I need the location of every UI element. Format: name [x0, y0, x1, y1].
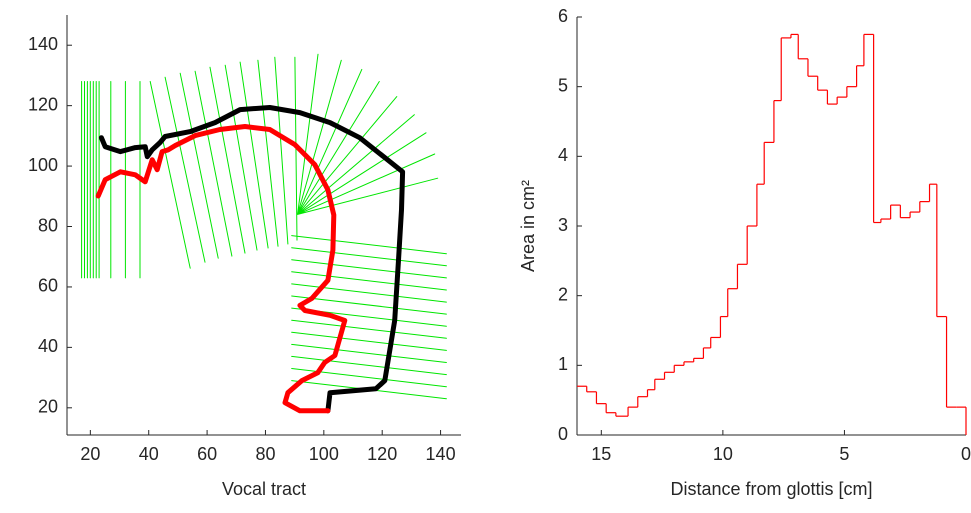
y-tick-label: 3	[558, 215, 568, 235]
x-tick-label: 120	[367, 444, 397, 464]
x-tick-label: 40	[139, 444, 159, 464]
y-tick-label: 140	[28, 34, 58, 54]
x-tick-label: 0	[961, 444, 971, 464]
x-tick-label: 10	[713, 444, 733, 464]
contour-line	[98, 105, 406, 414]
y-tick-label: 60	[38, 276, 58, 296]
y-tick-label: 2	[558, 284, 568, 304]
x-tick-label: 100	[309, 444, 339, 464]
y-tick-label: 4	[558, 145, 568, 165]
x-tick-label: 60	[197, 444, 217, 464]
y-tick-label: 80	[38, 215, 58, 235]
y-tick-label: 40	[38, 336, 58, 356]
y-tick-label: 6	[558, 6, 568, 26]
y-tick-label: 120	[28, 94, 58, 114]
y-tick-label: 0	[558, 424, 568, 444]
x-tick-label: 5	[839, 444, 849, 464]
x-tick-label: 140	[426, 444, 456, 464]
x-tick-label: 20	[80, 444, 100, 464]
y-axis-label: Area in cm²	[518, 180, 538, 272]
y-tick-label: 100	[28, 155, 58, 175]
x-tick-label: 15	[591, 444, 611, 464]
y-tick-label: 20	[38, 397, 58, 417]
x-axis-label: Distance from glottis [cm]	[670, 479, 872, 499]
y-tick-label: 5	[558, 75, 568, 95]
x-axis-label: Vocal tract	[222, 479, 306, 499]
x-tick-label: 80	[255, 444, 275, 464]
contour-line	[95, 124, 348, 414]
y-tick-label: 1	[558, 354, 568, 374]
